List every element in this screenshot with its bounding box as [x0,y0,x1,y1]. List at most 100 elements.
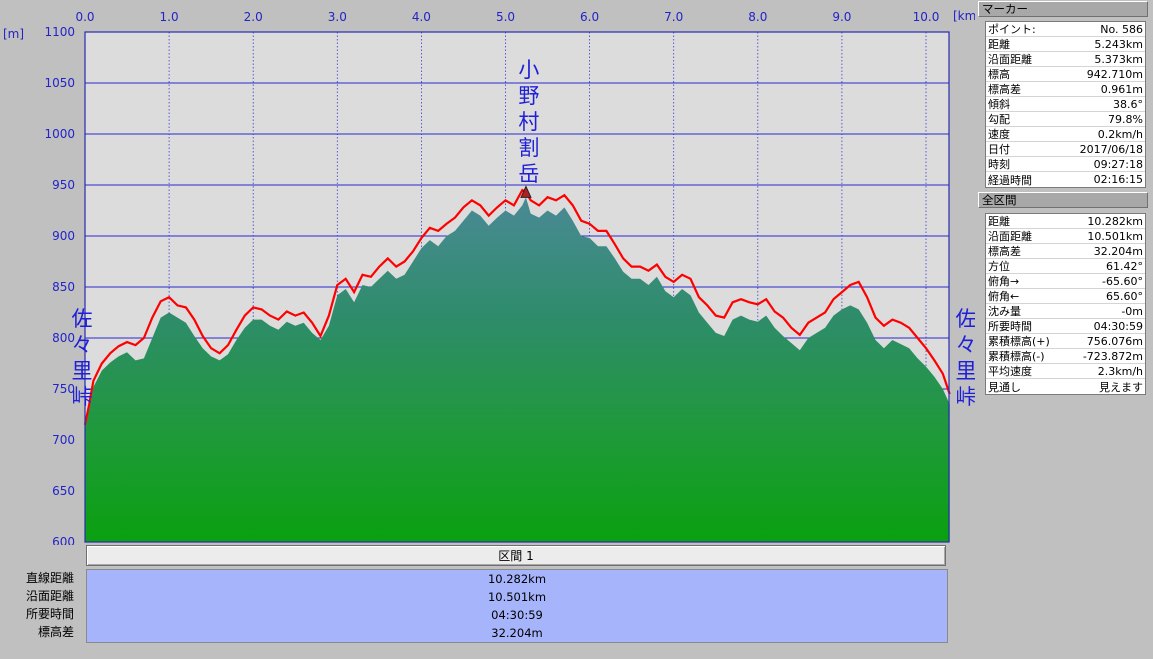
info-row: 傾斜 38.6° [986,97,1145,112]
section-label: 所要時間 [25,607,74,621]
info-row: 標高 942.710m [986,67,1145,82]
info-row: 日付 2017/06/18 [986,142,1145,157]
info-label: 所要時間 [988,320,1032,333]
x-tick-label: 0.0 [75,10,94,24]
info-label: 速度 [988,128,1010,141]
info-value: 942.710m [1086,67,1143,81]
info-value: 見えます [1099,380,1143,394]
info-value: 04:30:59 [1093,319,1143,333]
info-value: -0m [1121,304,1143,318]
info-value: -723.872m [1082,349,1143,363]
x-tick-label: 1.0 [160,10,179,24]
info-label: 標高差 [988,83,1021,96]
position-marker[interactable] [520,185,532,198]
info-label: 標高差 [988,245,1021,258]
info-row: 所要時間 04:30:59 [986,319,1145,334]
marker-panel-title: マーカー [978,1,1148,17]
info-label: 累積標高(+) [988,335,1050,348]
info-value: 5.373km [1094,52,1143,66]
y-unit-label: [m] [3,27,24,41]
section-header[interactable]: 区間 1 [86,545,946,566]
place-name-label: 小野村割岳 [518,58,539,186]
info-value: 2.3km/h [1097,364,1143,378]
x-tick-label: 10.0 [913,10,940,24]
info-label: 沿面距離 [988,53,1032,66]
info-label: 経過時間 [988,173,1032,187]
info-row: 時刻 09:27:18 [986,157,1145,172]
info-value: 32.204m [1093,244,1143,258]
info-label: 沈み量 [988,305,1021,318]
total-info-table: 距離 10.282km 沿面距離 10.501km 標高差 32.204m 方位 61.42°… [985,213,1146,395]
info-row: 方位 61.42° [986,259,1145,274]
section-value: 10.282km [487,572,547,586]
info-value: 61.42° [1106,259,1143,273]
x-tick-label: 5.0 [496,10,515,24]
total-panel-title: 全区間 [978,192,1148,208]
info-row: 見通し 見えます [986,379,1145,394]
info-row: 距離 5.243km [986,37,1145,52]
elevation-profile-chart[interactable]: 0.0 1.0 2.0 3.0 4.0 5.0 6.0 7.0 8.0 9.0 10.0 1100 10… [0,0,975,545]
section-label: 直線距離 [25,571,74,585]
info-value: 0.961m [1100,82,1143,96]
x-tick-label: 3.0 [328,10,347,24]
x-tick-label: 7.0 [664,10,683,24]
x-tick-label: 9.0 [832,10,851,24]
info-label: ポイント: [988,23,1036,36]
info-row: 距離 10.282km [986,214,1145,229]
x-tick-label: 6.0 [580,10,599,24]
info-row: ポイント: No. 586 [986,22,1145,37]
total-panel-title-text: 全区間 [982,193,1017,207]
info-value: 756.076m [1086,334,1143,348]
y-tick-label: 650 [52,484,75,498]
info-label: 距離 [988,38,1010,51]
place-name-label: 佐々里峠 [956,307,976,409]
y-tick-label: 800 [52,331,75,345]
info-value: 79.8% [1108,112,1143,126]
route-elevation-line [83,188,951,425]
info-row: 俯角← 65.60° [986,289,1145,304]
y-tick-label: 750 [52,382,75,396]
terrain-area [85,197,950,542]
x-unit-label: [km] [953,9,975,23]
info-row: 累積標高(-) -723.872m [986,349,1145,364]
info-value: 09:27:18 [1093,157,1143,171]
info-value: No. 586 [1100,22,1143,36]
y-tick-label: 1000 [44,127,75,141]
info-value: -65.60° [1102,274,1143,288]
info-label: 俯角← [988,290,1020,303]
info-label: 俯角→ [988,275,1020,288]
info-row: 俯角→ -65.60° [986,274,1145,289]
section-value: 32.204m [491,626,543,640]
info-value: 02:16:15 [1093,173,1143,186]
info-row: 標高差 0.961m [986,82,1145,97]
section-summary: 10.282km 10.501km 04:30:59 32.204m [86,569,948,643]
info-value: 10.282km [1087,214,1143,228]
y-tick-label: 900 [52,229,75,243]
y-tick-label: 850 [52,280,75,294]
x-tick-label: 8.0 [748,10,767,24]
y-tick-label: 950 [52,178,75,192]
y-tick-label: 700 [52,433,75,447]
section-value: 04:30:59 [491,608,543,622]
info-value: 38.6° [1113,97,1143,111]
place-name-label: 佐々里峠 [72,307,93,409]
info-label: 標高 [988,68,1010,81]
info-row: 勾配 79.8% [986,112,1145,127]
marker-info-table: ポイント: No. 586 距離 5.243km 沿面距離 5.373km 標高 942.71… [985,21,1146,188]
y-tick-label: 1050 [44,76,75,90]
info-label: 累積標高(-) [988,350,1045,363]
section-label: 沿面距離 [25,589,74,603]
y-tick-label: 1100 [44,25,75,39]
info-label: 勾配 [988,113,1010,126]
y-tick-label: 600 [52,535,75,545]
section-label: 標高差 [37,625,74,639]
info-row: 平均速度 2.3km/h [986,364,1145,379]
info-value: 0.2km/h [1097,127,1143,141]
section-title: 区間 1 [498,549,534,563]
info-label: 平均速度 [988,365,1032,378]
info-row: 沿面距離 5.373km [986,52,1145,67]
info-row: 標高差 32.204m [986,244,1145,259]
info-row: 沈み量 -0m [986,304,1145,319]
info-value: 5.243km [1094,37,1143,51]
x-tick-label: 4.0 [412,10,431,24]
